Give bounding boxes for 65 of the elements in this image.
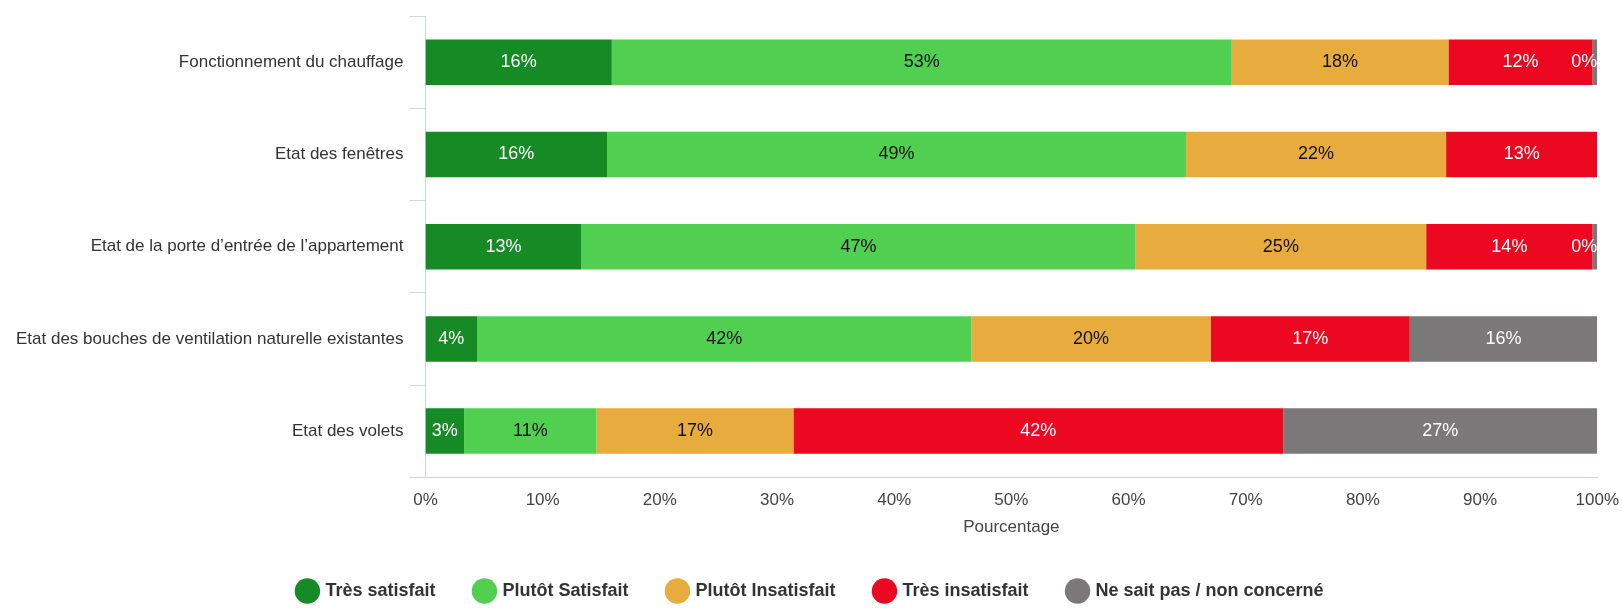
data-label: 3% (431, 420, 458, 441)
x-tick-label: 80% (1345, 490, 1380, 510)
data-label: 4% (438, 327, 465, 348)
bar (464, 408, 597, 454)
legend-label: Ne sait pas / non concerné (1095, 579, 1324, 600)
x-tick-label: 20% (642, 490, 677, 510)
legend-label: Plutôt Satisfait (502, 579, 629, 600)
y-tick-label: Etat des bouches de ventilation naturelle existantes (15, 328, 404, 348)
data-label: 0% (1571, 235, 1598, 256)
data-label: 17% (1292, 327, 1329, 348)
bar (1210, 316, 1410, 362)
y-tick-label: Etat des volets (291, 420, 404, 440)
data-label: 49% (878, 143, 915, 164)
bar (425, 131, 608, 178)
bar (596, 408, 794, 454)
data-label: 25% (1262, 235, 1299, 256)
data-label: 20% (1073, 327, 1110, 348)
data-label: 13% (1503, 143, 1540, 164)
bar (425, 316, 478, 362)
bar (477, 316, 972, 362)
data-label: 16% (498, 143, 535, 164)
y-tick-label: Fonctionnement du chauffage (178, 51, 404, 71)
x-axis-title: Pourcentage (963, 517, 1060, 537)
data-label: 47% (840, 235, 877, 256)
x-tick-label: 40% (877, 490, 912, 510)
data-label: 27% (1422, 420, 1459, 441)
legend-label: Plutôt Insatisfait (695, 579, 836, 600)
data-label: 18% (1322, 51, 1359, 72)
bar (1446, 131, 1598, 178)
bar (425, 39, 612, 86)
bar (971, 316, 1211, 362)
data-label: 12% (1502, 51, 1539, 72)
bar (1409, 316, 1598, 362)
data-label: 22% (1298, 143, 1335, 164)
bar (1231, 39, 1449, 86)
data-label: 42% (1020, 420, 1057, 441)
data-label: 53% (903, 51, 940, 72)
data-label: 16% (1485, 327, 1522, 348)
bar (1185, 131, 1447, 178)
x-tick-label: 50% (994, 490, 1029, 510)
data-label: 17% (676, 420, 713, 441)
data-label: 0% (1571, 51, 1598, 72)
y-tick-label: Etat de la porte d’entrée de l’appartement (90, 236, 404, 256)
x-tick-label: 70% (1228, 490, 1263, 510)
data-label: 11% (513, 420, 548, 441)
bar (1135, 223, 1427, 270)
bar (793, 408, 1284, 454)
x-tick-label: 0% (413, 490, 438, 510)
data-label: 13% (485, 235, 522, 256)
data-label: 42% (706, 327, 743, 348)
bar (611, 39, 1232, 86)
bar (581, 223, 1136, 270)
legend-label: Très satisfait (325, 579, 436, 600)
data-label: 16% (500, 51, 537, 72)
x-tick-label: 30% (759, 490, 795, 510)
bar (425, 223, 582, 270)
legend-label: Très insatisfait (902, 579, 1029, 600)
x-tick-label: 100% (1575, 490, 1619, 510)
data-label: 14% (1491, 235, 1528, 256)
bar (607, 131, 1186, 178)
bar (1283, 408, 1598, 454)
x-tick-label: 10% (525, 490, 560, 510)
x-tick-label: 60% (1111, 490, 1146, 510)
y-tick-label: Etat des fenêtres (274, 144, 404, 164)
x-tick-label: 90% (1463, 490, 1498, 510)
